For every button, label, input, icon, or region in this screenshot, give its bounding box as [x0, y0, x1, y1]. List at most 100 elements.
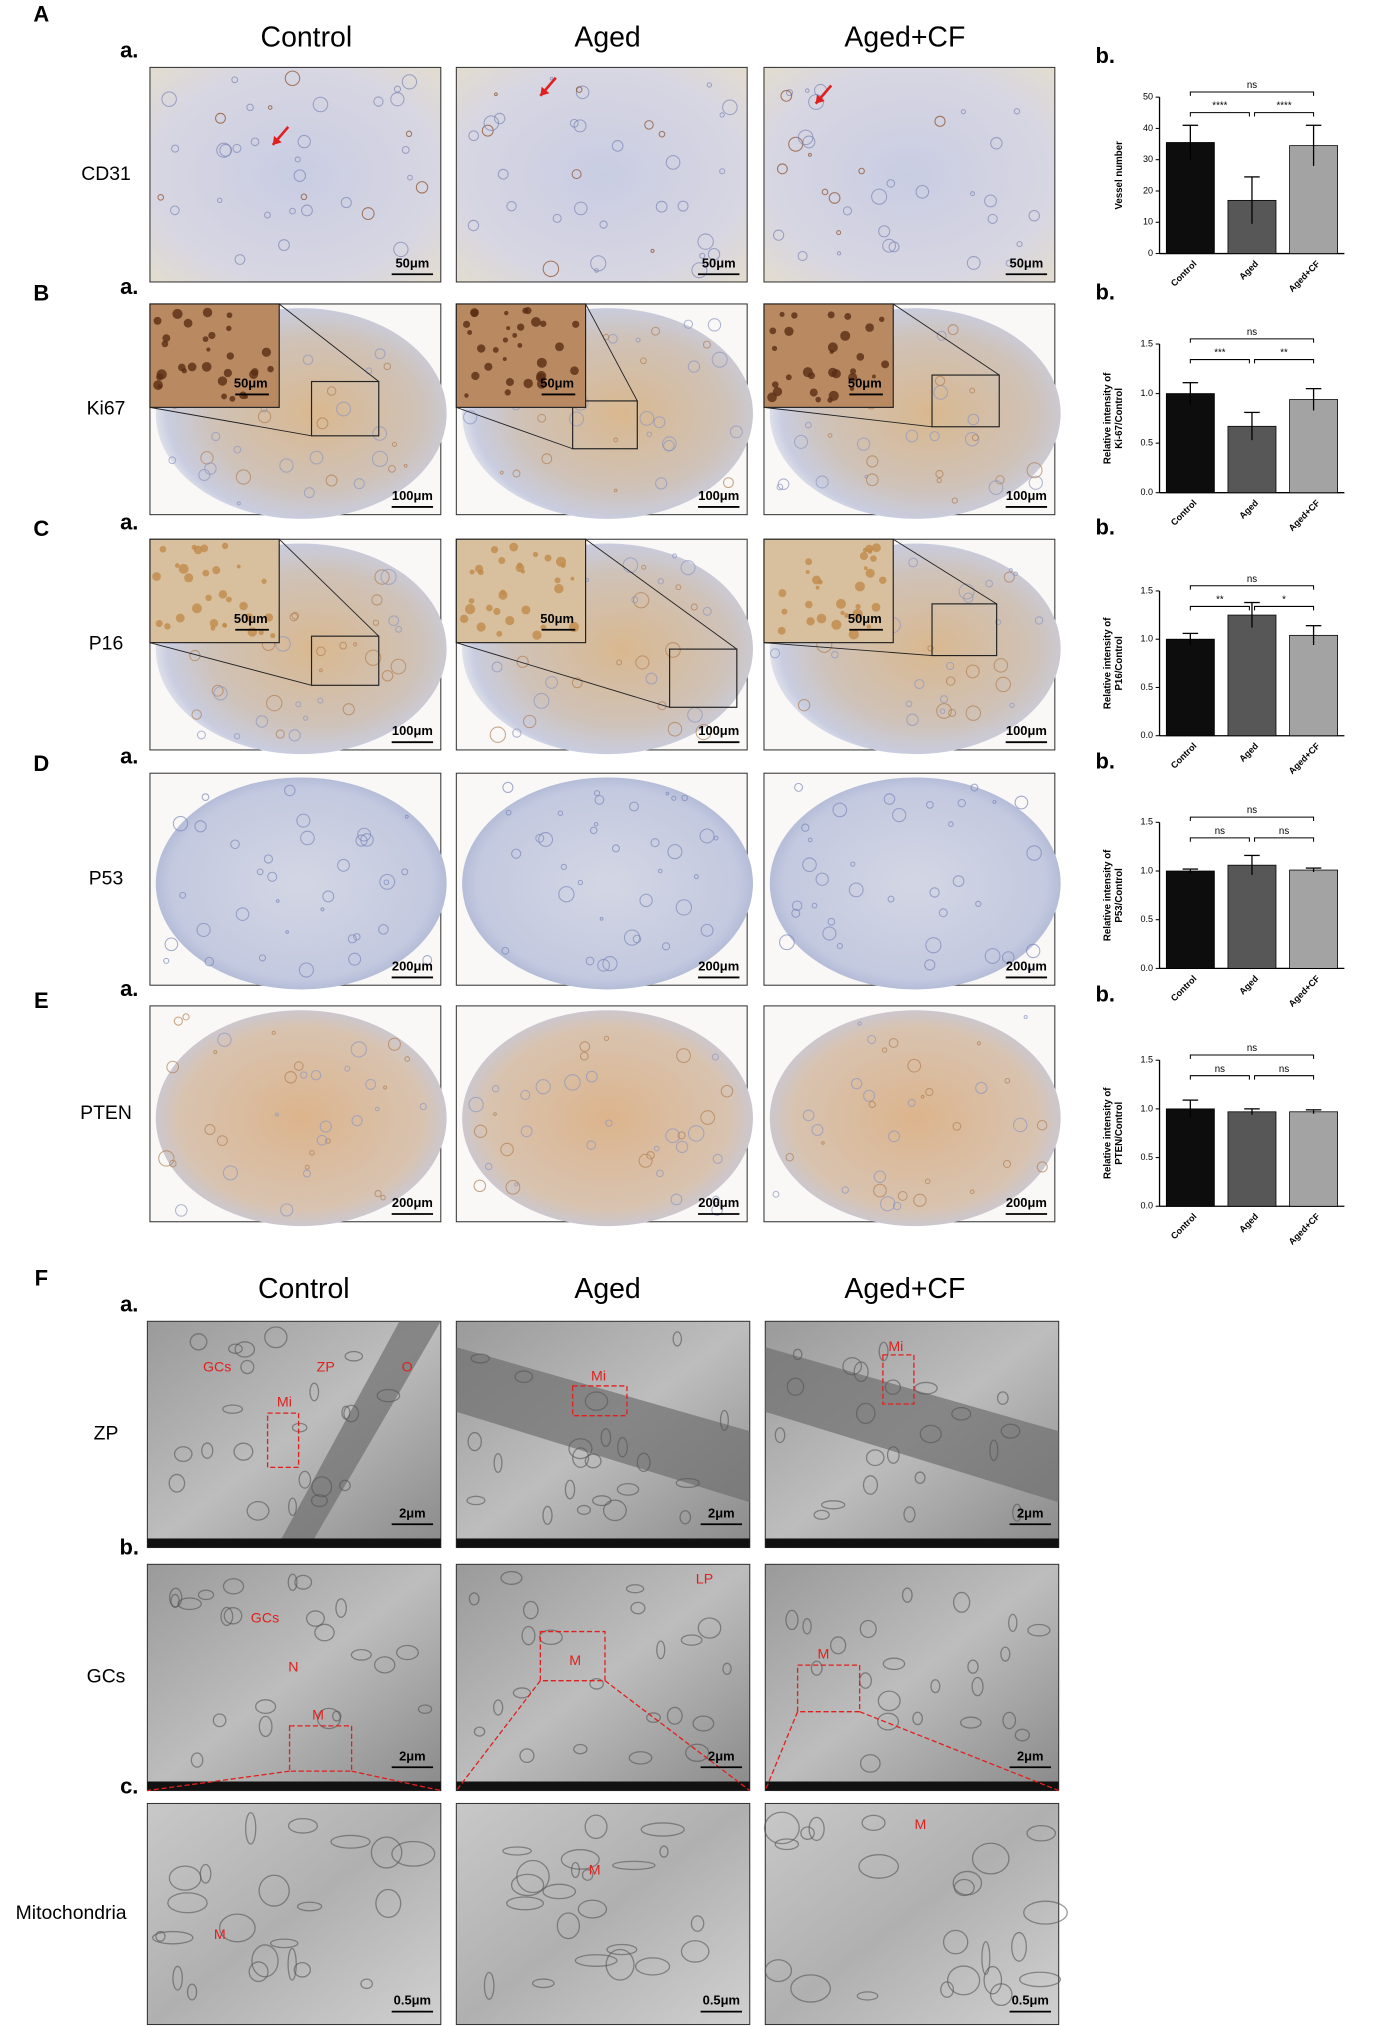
texture — [878, 225, 891, 238]
texture — [194, 820, 207, 833]
texture — [201, 793, 210, 801]
texture — [532, 630, 542, 640]
texture — [204, 1124, 216, 1136]
texture — [191, 709, 202, 720]
texture — [499, 470, 504, 475]
texture — [322, 890, 335, 903]
texture — [631, 596, 639, 604]
texture — [948, 821, 954, 827]
texture — [326, 386, 337, 396]
significance-label: ns — [1247, 1043, 1257, 1054]
y-axis-label: P16/Control — [1114, 636, 1125, 690]
texture — [254, 1699, 277, 1715]
texture — [549, 76, 554, 81]
texture — [316, 417, 329, 430]
texture — [605, 1948, 635, 1981]
texture — [475, 564, 484, 573]
texture — [672, 1331, 683, 1347]
texture — [821, 1141, 825, 1145]
texture — [381, 669, 394, 682]
texture — [204, 956, 215, 967]
significance-label: * — [1282, 595, 1286, 606]
info-strip — [456, 1781, 750, 1791]
texture — [641, 564, 647, 570]
texture — [665, 791, 670, 796]
scale-label: 0.5μm — [1012, 1993, 1049, 2008]
texture — [247, 627, 258, 637]
tem-image — [764, 1802, 1060, 2026]
texture — [1036, 1161, 1048, 1173]
texture — [1026, 1824, 1057, 1842]
texture — [636, 1452, 651, 1473]
texture — [501, 946, 510, 955]
texture — [230, 839, 240, 850]
texture — [211, 431, 221, 442]
texture — [925, 937, 942, 954]
texture — [178, 563, 189, 574]
texture — [258, 1874, 290, 1907]
texture — [651, 326, 660, 336]
texture — [677, 200, 689, 212]
scale-label: 200μm — [392, 1195, 433, 1210]
texture — [687, 360, 701, 373]
texture — [794, 434, 809, 449]
texture — [965, 664, 980, 679]
texture — [836, 230, 842, 236]
texture — [1034, 616, 1044, 625]
texture — [785, 1609, 799, 1631]
micrograph — [455, 66, 748, 283]
texture — [913, 1193, 927, 1207]
zoom-line — [763, 406, 933, 428]
texture — [208, 331, 216, 340]
texture — [545, 676, 558, 689]
micrograph — [149, 66, 442, 283]
texture — [202, 336, 209, 343]
texture — [464, 393, 469, 398]
texture — [509, 542, 519, 552]
texture — [520, 1089, 531, 1100]
x-tick-label: Control — [1169, 741, 1199, 771]
texture — [226, 325, 232, 332]
texture — [571, 169, 582, 180]
tissue — [462, 777, 753, 990]
sub-label: a. — [120, 510, 138, 535]
texture — [462, 320, 471, 328]
texture — [493, 112, 506, 125]
texture — [697, 1617, 722, 1639]
texture — [616, 1482, 640, 1496]
y-tick-label: 1.5 — [1141, 1055, 1154, 1065]
texture — [212, 1713, 227, 1728]
texture — [222, 623, 227, 628]
texture — [348, 952, 362, 966]
texture — [679, 1510, 692, 1525]
texture — [939, 695, 949, 704]
texture — [574, 1954, 618, 1967]
texture — [217, 1032, 232, 1047]
inset-scale-label: 50μm — [540, 376, 574, 391]
texture — [319, 1120, 332, 1133]
texture — [794, 782, 804, 792]
texture — [888, 1130, 900, 1143]
texture — [966, 256, 981, 270]
texture — [318, 668, 323, 673]
texture — [1027, 967, 1032, 972]
texture — [517, 343, 523, 348]
texture — [969, 387, 976, 394]
texture — [914, 1471, 926, 1484]
texture — [785, 1152, 794, 1162]
texture — [680, 1634, 703, 1646]
texture — [216, 142, 232, 158]
texture — [378, 924, 389, 935]
significance-bracket — [1189, 1054, 1315, 1059]
texture — [886, 1446, 900, 1464]
texture — [806, 617, 815, 626]
x-tick-label: Aged+CF — [1287, 497, 1323, 533]
texture — [522, 714, 537, 729]
y-tick-label: 0.5 — [1141, 682, 1154, 692]
bar — [1165, 870, 1215, 969]
texture — [331, 1710, 342, 1722]
texture — [936, 330, 947, 341]
significance-bracket — [1189, 359, 1250, 364]
texture — [831, 650, 839, 659]
texture — [577, 1899, 608, 1919]
